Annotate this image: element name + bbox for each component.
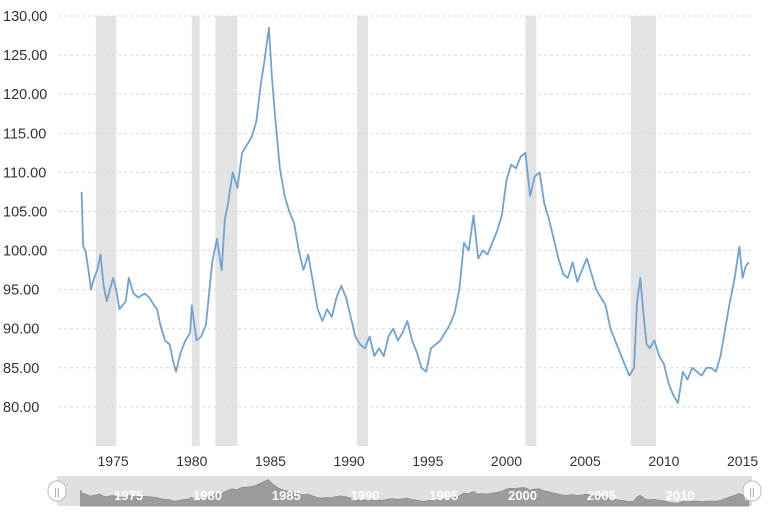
navigator-year-label: 1995 bbox=[429, 488, 458, 503]
navigator-year-label: 1990 bbox=[351, 488, 380, 503]
navigator-selection bbox=[57, 476, 752, 506]
recession-band-4 bbox=[357, 16, 368, 446]
series-layer bbox=[80, 26, 750, 404]
y-tick-label: 95.00 bbox=[3, 283, 39, 299]
gridlines bbox=[58, 15, 752, 408]
y-tick-label: 120.00 bbox=[3, 87, 47, 103]
navigator-year-label: 1975 bbox=[114, 488, 143, 503]
navigator-right-handle[interactable] bbox=[742, 480, 762, 502]
x-tick-label: 1985 bbox=[255, 453, 286, 469]
navigator-year-label: 1985 bbox=[272, 488, 301, 503]
recession-band-6 bbox=[630, 16, 656, 446]
navigator-year-label: 1980 bbox=[193, 488, 222, 503]
x-tick-label: 1980 bbox=[176, 453, 207, 469]
navigator-year-label: 2005 bbox=[587, 488, 616, 503]
x-axis: 1975 1980 1985 1990 1995 2000 2005 2010 2015 bbox=[98, 453, 759, 469]
navigator-left-handle-glyph: || bbox=[54, 488, 59, 499]
series-line-1 bbox=[80, 26, 750, 404]
navigator-series-area bbox=[80, 479, 750, 507]
navigator-year-label: 2000 bbox=[508, 488, 537, 503]
recession-band-1 bbox=[95, 16, 117, 446]
recession-band-3 bbox=[215, 16, 238, 446]
navigator-year-label: 2010 bbox=[666, 488, 695, 503]
y-tick-label: 85.00 bbox=[3, 361, 39, 377]
y-tick-label: 110.00 bbox=[3, 165, 46, 181]
y-tick-label: 90.00 bbox=[3, 322, 39, 338]
x-tick-label: 1990 bbox=[334, 453, 365, 469]
x-tick-label: 2015 bbox=[727, 453, 758, 469]
y-tick-label: 80.00 bbox=[3, 400, 39, 416]
navigator-left-handle[interactable] bbox=[47, 480, 67, 502]
y-axis: 80.00 85.00 90.00 95.00 100.00 105.00 110.00 11… bbox=[3, 9, 47, 416]
x-tick-label: 1975 bbox=[98, 453, 129, 469]
x-tick-label: 2010 bbox=[648, 453, 679, 469]
y-tick-label: 105.00 bbox=[3, 205, 47, 221]
recession-band-5 bbox=[525, 16, 537, 446]
x-tick-label: 2005 bbox=[570, 453, 601, 469]
recession-band-2 bbox=[191, 16, 200, 446]
y-tick-label: 130.00 bbox=[3, 9, 47, 25]
x-tick-label: 2000 bbox=[491, 453, 522, 469]
y-tick-label: 100.00 bbox=[3, 244, 47, 260]
y-tick-label: 125.00 bbox=[3, 48, 47, 64]
recession-bands bbox=[95, 16, 656, 446]
navigator-right-handle-glyph: || bbox=[749, 488, 754, 499]
y-tick-label: 115.00 bbox=[3, 126, 46, 142]
x-tick-label: 1995 bbox=[412, 453, 443, 469]
